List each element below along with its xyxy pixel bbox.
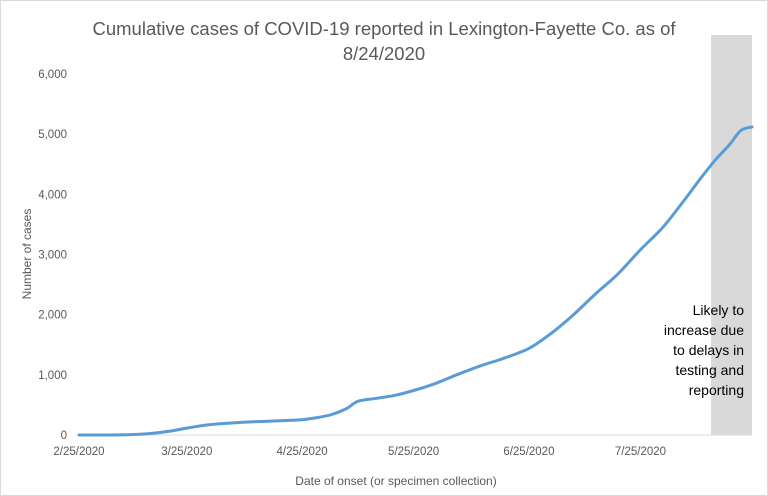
chart-title-line-1: Cumulative cases of COVID-19 reported in… — [92, 18, 676, 39]
x-tick-label: 6/25/2020 — [503, 446, 554, 458]
cumulative-cases-line — [77, 125, 754, 437]
x-tick-label: 5/25/2020 — [388, 446, 439, 458]
annotation-line-3: to delays in — [673, 342, 744, 358]
x-tick-label: 3/25/2020 — [161, 446, 212, 458]
y-tick-label: 3,000 — [38, 250, 67, 262]
y-tick-label: 0 — [61, 430, 67, 442]
y-tick-label: 6,000 — [38, 69, 67, 81]
chart-title: Cumulative cases of COVID-19 reported in… — [60, 16, 708, 66]
annotation-line-1: Likely to — [692, 302, 744, 318]
annotation-line-4: testing and — [675, 362, 745, 378]
x-tick-label: 7/25/2020 — [615, 446, 666, 458]
y-tick-label: 1,000 — [38, 370, 67, 382]
annotation-line-2: increase due — [663, 322, 744, 338]
x-tick-label: 4/25/2020 — [277, 446, 328, 458]
y-tick-label: 2,000 — [38, 310, 67, 322]
annotation-line-5: reporting — [688, 382, 744, 398]
y-axis-title: Number of cases — [20, 209, 34, 300]
x-axis-title: Date of onset (or specimen collection) — [295, 474, 496, 488]
chart-title-line-2: 8/24/2020 — [342, 43, 426, 64]
delay-annotation: Likely to increase due to delays in test… — [650, 300, 744, 400]
reporting-delay-band — [711, 35, 752, 435]
y-tick-label: 5,000 — [38, 129, 67, 141]
y-tick-label: 4,000 — [38, 189, 67, 201]
x-tick-label: 2/25/2020 — [53, 446, 104, 458]
